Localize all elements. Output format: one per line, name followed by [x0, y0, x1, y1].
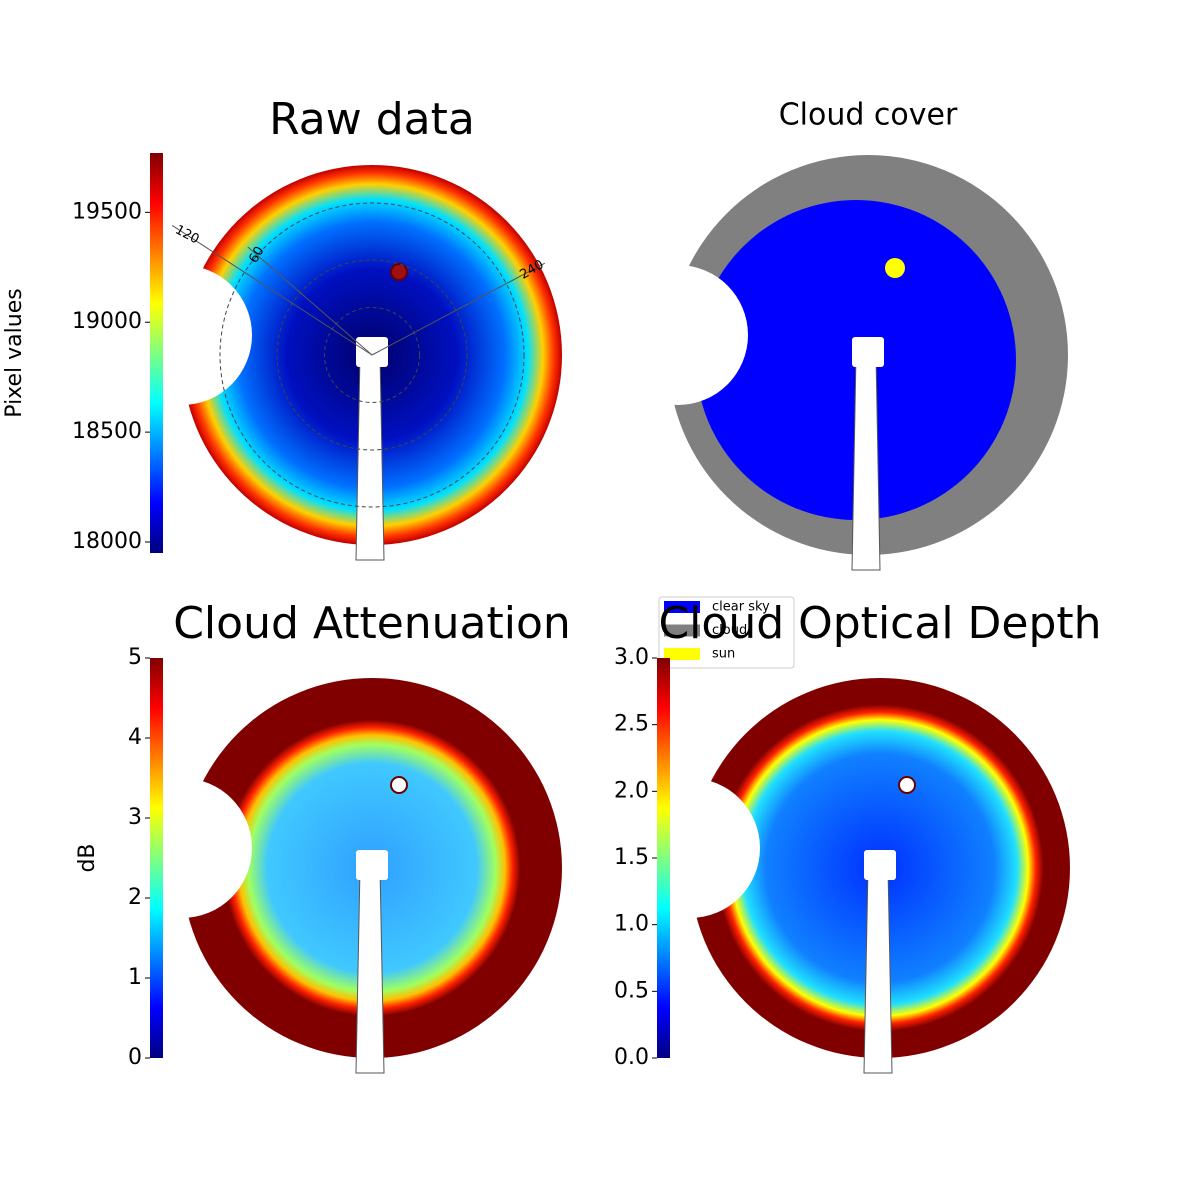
polar-grid — [276, 259, 468, 451]
camera-arm — [356, 337, 388, 367]
colorbar-tick-label: 4 — [128, 725, 142, 750]
colorbar — [150, 658, 163, 1058]
obstruction — [112, 778, 252, 918]
sun-spot — [390, 776, 408, 794]
panel-title: Cloud Attenuation — [173, 598, 571, 649]
mast-shadow — [863, 867, 893, 1074]
polar-spoke — [171, 224, 373, 356]
colorbar — [150, 153, 163, 553]
obstruction — [620, 778, 760, 918]
colorbar-tick-label: 2.5 — [614, 712, 649, 737]
colorbar-tick-label: 1.0 — [614, 912, 649, 937]
colorbar-tick-label: 3 — [128, 805, 142, 830]
legend-swatch — [664, 624, 700, 637]
colorbar-tick-label: 3.0 — [614, 645, 649, 670]
camera-arm — [864, 850, 896, 880]
colorbar-tick-label: 19500 — [72, 199, 142, 224]
colorbar-tick-label: 2 — [128, 885, 142, 910]
obstruction — [112, 265, 252, 405]
colorbar-tick-label: 19000 — [72, 309, 142, 334]
sun-spot — [390, 263, 408, 281]
panel-title: Raw data — [269, 94, 475, 145]
sky-image — [112, 678, 562, 1074]
sun-region — [885, 258, 905, 278]
polar-grid — [219, 202, 525, 508]
sun-spot — [898, 776, 916, 794]
colorbar-label: dB — [75, 843, 100, 872]
sky-image — [620, 678, 1070, 1074]
polar-spoke — [371, 262, 546, 356]
colorbar-tick-label: 2.0 — [614, 778, 649, 803]
legend-label: clear sky — [712, 600, 770, 615]
colorbar-tick-label: 1.5 — [614, 845, 649, 870]
mast-shadow — [851, 354, 881, 571]
colorbar — [657, 658, 670, 1058]
panel-title: Cloud Optical Depth — [658, 598, 1101, 649]
camera-arm — [356, 850, 388, 880]
colorbar-tick-label: 18500 — [72, 419, 142, 444]
colorbar-tick-label: 18000 — [72, 529, 142, 554]
panel-title: Cloud cover — [779, 98, 958, 133]
polar-spoke — [247, 246, 373, 356]
colorbar-tick-label: 0 — [128, 1045, 142, 1070]
legend-swatch — [664, 648, 700, 660]
colorbar-label: Pixel values — [2, 288, 27, 417]
polar-label: 60 — [246, 244, 267, 266]
colorbar-tick-label: 1 — [128, 965, 142, 990]
mast-shadow — [355, 867, 385, 1074]
camera-arm — [852, 337, 884, 367]
obstruction — [608, 265, 748, 405]
colorbar-tick-label: 0.5 — [614, 978, 649, 1003]
mast-shadow — [355, 354, 385, 561]
legend-label: cloud — [712, 623, 747, 638]
sky-image — [608, 155, 1068, 571]
polar-label: 120 — [173, 223, 202, 248]
polar-grid — [324, 307, 420, 403]
colorbar-tick-label: 5 — [128, 645, 142, 670]
legend-swatch — [664, 601, 700, 613]
legend-label: sun — [712, 647, 735, 662]
colorbar-tick-label: 0.0 — [614, 1045, 649, 1070]
